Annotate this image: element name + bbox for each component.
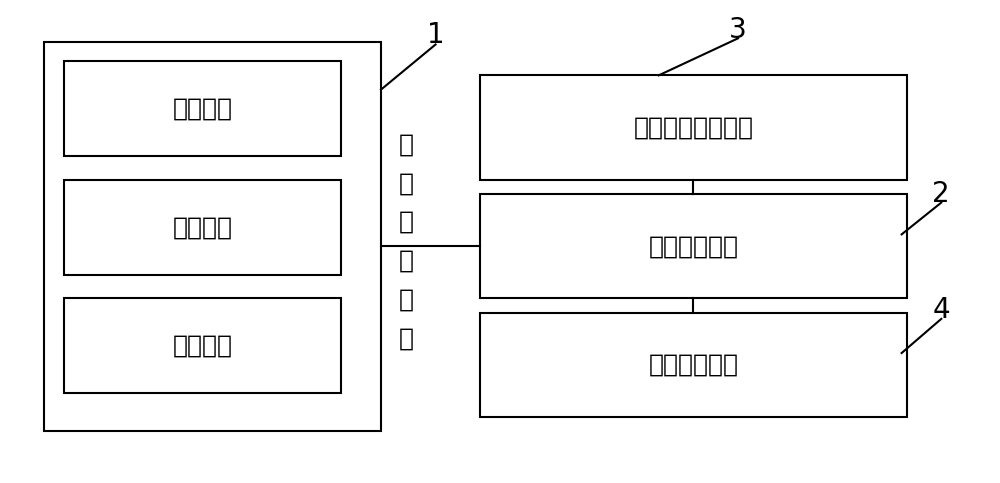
Text: 像: 像 xyxy=(398,171,413,195)
Text: 需求模型构建单元: 需求模型构建单元 xyxy=(633,115,753,140)
Text: 建立单元: 建立单元 xyxy=(173,215,233,239)
Text: 画: 画 xyxy=(398,132,413,156)
Bar xyxy=(64,61,341,156)
Text: 建: 建 xyxy=(398,249,413,273)
Bar xyxy=(64,298,341,393)
Text: 采集单元: 采集单元 xyxy=(173,97,233,121)
Text: 统筹管控单元: 统筹管控单元 xyxy=(648,234,738,258)
Text: 存储单元: 存储单元 xyxy=(173,334,233,358)
Text: 定制推荐单元: 定制推荐单元 xyxy=(648,353,738,377)
Bar xyxy=(44,42,381,431)
Text: 2: 2 xyxy=(932,180,950,208)
Bar xyxy=(480,75,907,180)
Text: 构: 构 xyxy=(398,210,413,234)
Bar xyxy=(480,313,907,417)
Bar xyxy=(64,180,341,275)
Text: 3: 3 xyxy=(729,16,747,44)
Text: 单: 单 xyxy=(398,288,413,312)
Text: 4: 4 xyxy=(932,297,950,324)
Text: 元: 元 xyxy=(398,327,413,351)
Bar xyxy=(480,194,907,298)
Text: 1: 1 xyxy=(427,21,444,49)
